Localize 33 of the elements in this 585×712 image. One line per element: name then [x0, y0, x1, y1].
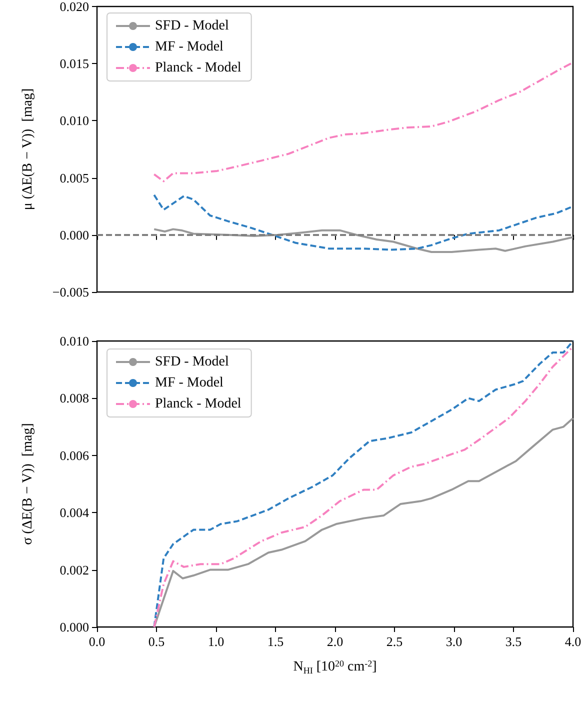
line-series: [153, 194, 574, 251]
x-tick-label: 0.0: [88, 634, 106, 649]
x-tick-label: 3.5: [505, 634, 522, 649]
y-tick-label: −0.005: [52, 284, 89, 300]
line-series: [153, 228, 574, 254]
y-tick-label: 0.006: [60, 448, 90, 463]
y-tick-label: 0.020: [60, 0, 89, 14]
x-tick-label: 1.0: [208, 634, 224, 649]
y-tick-label: 0.000: [60, 620, 89, 634]
line-series: [153, 417, 574, 628]
x-tick-label: 1.5: [267, 634, 284, 649]
y-tick-label: 0.005: [60, 170, 89, 186]
x-tick-label: 3.0: [446, 634, 462, 649]
legend-label: SFD - Model: [155, 354, 230, 370]
legend-label: SFD - Model: [155, 18, 230, 34]
y-tick-label: 0.008: [60, 390, 89, 406]
y-tick-label: 0.000: [60, 227, 89, 242]
y-axis-title: σ (ΔE(B − V)) [mag]: [20, 423, 36, 545]
legend-label: MF - Model: [155, 376, 224, 390]
legend-label: Planck - Model: [155, 60, 242, 76]
legend-label: Planck - Model: [155, 396, 242, 412]
y-tick-label: 0.015: [60, 56, 89, 72]
y-tick-label: 0.010: [60, 113, 89, 128]
x-tick-label: 2.5: [386, 634, 403, 649]
x-tick-label: 4.0: [564, 634, 582, 649]
line-series: [153, 61, 574, 182]
x-tick-label: 0.5: [148, 634, 165, 649]
y-tick-label: 0.004: [60, 505, 90, 520]
y-tick-label: 0.002: [60, 562, 89, 578]
legend-label: MF - Model: [155, 40, 224, 54]
y-tick-label: 0.010: [60, 334, 89, 348]
x-tick-label: 2.0: [326, 634, 344, 649]
y-axis-title: μ (ΔE(B − V)) [mag]: [20, 88, 36, 210]
